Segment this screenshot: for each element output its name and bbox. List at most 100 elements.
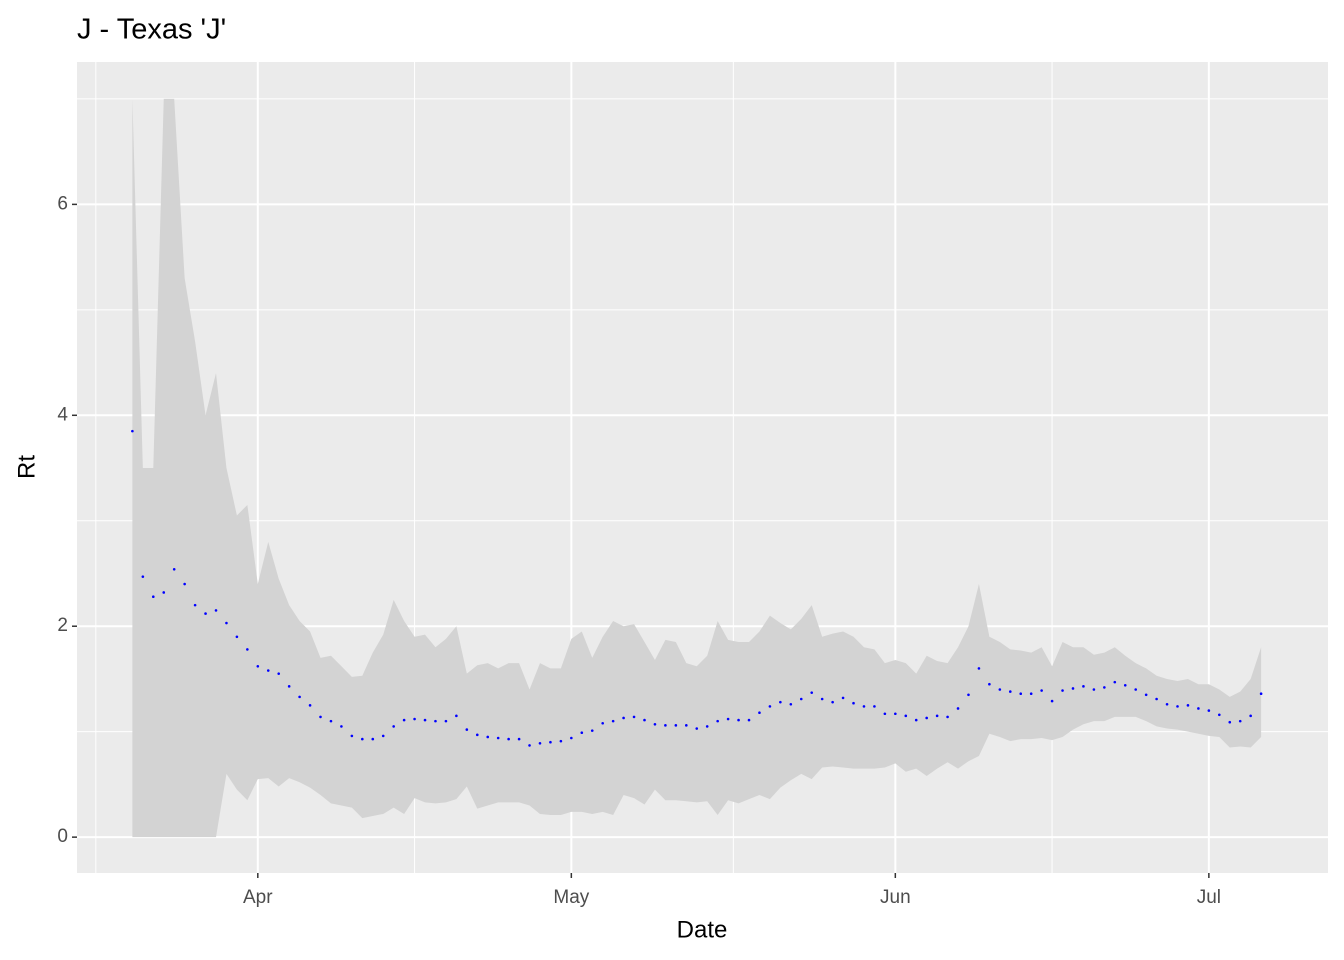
point	[183, 582, 186, 586]
point	[172, 567, 176, 571]
point	[402, 718, 406, 722]
point	[580, 731, 584, 735]
point	[444, 719, 448, 723]
chart-title: J - Texas 'J'	[77, 14, 226, 46]
point	[810, 691, 814, 694]
point	[235, 635, 239, 639]
point	[1123, 683, 1127, 687]
point	[611, 719, 615, 723]
point	[423, 718, 427, 722]
point	[1071, 687, 1075, 690]
point	[507, 737, 510, 741]
point	[1249, 714, 1252, 718]
point	[705, 725, 709, 728]
point	[841, 696, 845, 700]
point	[528, 744, 531, 747]
point	[465, 728, 469, 731]
point	[496, 736, 500, 740]
point	[266, 669, 270, 672]
point	[1113, 680, 1117, 684]
point	[131, 429, 134, 433]
point	[622, 716, 625, 720]
point	[873, 705, 876, 708]
point	[350, 734, 354, 738]
point	[956, 707, 960, 710]
point	[1186, 704, 1190, 707]
point	[141, 575, 145, 578]
point	[977, 667, 981, 670]
point	[590, 729, 594, 732]
point	[747, 718, 751, 722]
point	[287, 685, 291, 688]
point	[653, 722, 657, 726]
point	[768, 705, 772, 708]
point	[737, 718, 740, 722]
point	[570, 736, 573, 740]
point	[1134, 688, 1137, 691]
point	[820, 697, 824, 701]
point	[455, 714, 458, 718]
point	[162, 591, 166, 594]
point	[517, 737, 521, 741]
point	[643, 718, 646, 722]
point	[799, 697, 803, 701]
point	[204, 612, 207, 615]
point	[277, 672, 281, 675]
point	[1040, 689, 1043, 692]
point	[925, 716, 928, 720]
point	[381, 734, 385, 738]
point	[392, 725, 395, 728]
point	[1259, 692, 1263, 696]
point	[1061, 689, 1064, 692]
x-tick-label: Apr	[243, 887, 273, 908]
point	[1176, 705, 1179, 708]
point	[214, 609, 218, 612]
point	[862, 705, 866, 708]
y-tick-label: 4	[57, 404, 68, 425]
point	[475, 733, 479, 737]
point	[246, 648, 249, 651]
point	[1144, 693, 1148, 697]
point	[779, 700, 782, 704]
point	[1019, 692, 1023, 696]
point	[883, 712, 887, 716]
point	[695, 727, 699, 730]
point	[193, 603, 197, 607]
point	[1207, 709, 1211, 712]
point	[1103, 686, 1106, 689]
point	[685, 724, 688, 727]
point	[1050, 699, 1054, 703]
point	[413, 717, 416, 721]
point	[852, 701, 855, 705]
point	[967, 693, 970, 697]
point	[674, 724, 678, 727]
point	[1155, 697, 1158, 701]
x-tick-label: Jun	[880, 887, 911, 908]
point	[225, 621, 228, 625]
point	[486, 735, 490, 739]
point	[559, 739, 563, 743]
point	[538, 741, 542, 745]
x-tick-label: Jul	[1197, 887, 1221, 908]
point	[329, 719, 333, 723]
point	[151, 595, 155, 598]
point	[935, 714, 939, 718]
point	[361, 737, 364, 741]
y-tick-label: 2	[57, 615, 68, 636]
point	[758, 711, 761, 714]
point	[894, 712, 897, 716]
point	[601, 721, 604, 725]
point	[340, 725, 343, 728]
point	[946, 715, 949, 719]
point	[726, 717, 730, 721]
y-tick-label: 6	[57, 193, 68, 214]
point	[319, 715, 322, 719]
point	[549, 740, 552, 744]
point	[831, 700, 834, 704]
point	[1008, 690, 1012, 693]
point	[1092, 688, 1096, 691]
point	[1228, 720, 1232, 724]
point	[988, 682, 991, 686]
